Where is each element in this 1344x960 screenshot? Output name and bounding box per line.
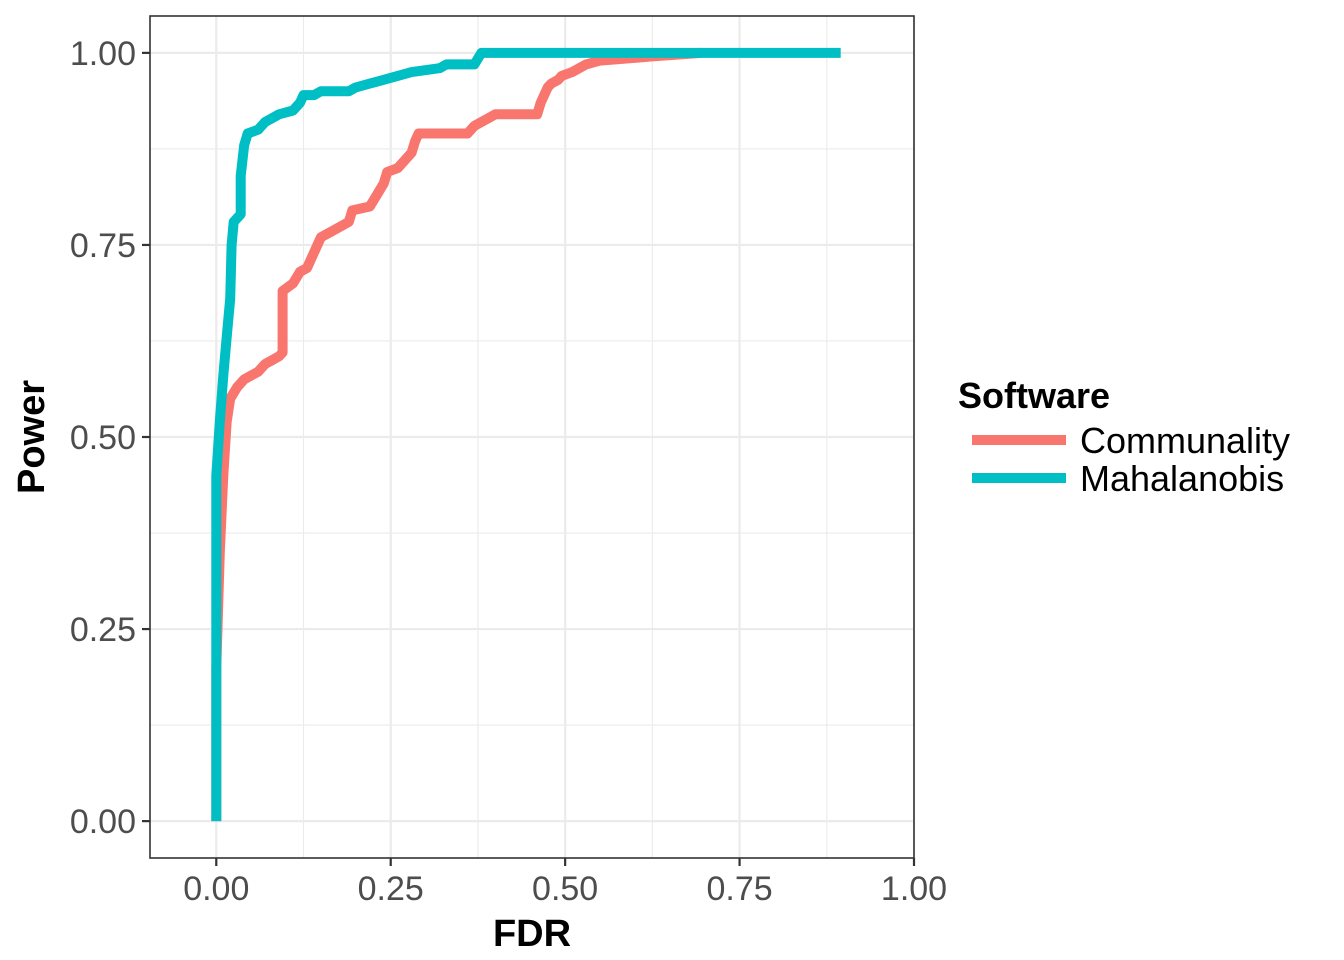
legend-title: Software [958,375,1110,416]
grid-lines [150,16,916,858]
y-tick-label: 0.25 [70,611,136,649]
y-tick-label: 0.50 [70,419,136,457]
legend-label-communality: Communality [1080,420,1290,461]
series-line-mahalanobis [211,47,841,822]
x-axis-title: FDR [493,913,571,955]
x-tick-label: 0.25 [358,870,424,908]
y-tick-label: 0.00 [70,803,136,841]
legend-label-mahalanobis: Mahalanobis [1080,458,1284,499]
y-tick-label: 1.00 [70,35,136,73]
series-line-communality [211,47,702,822]
x-tick-label: 1.00 [881,870,947,908]
axis-ticks: 0.00 0.25 0.50 0.75 1.00 0.00 0.25 0.50 0.75 1.00 [70,35,947,908]
x-tick-label: 0.50 [532,870,598,908]
y-tick-label: 0.75 [70,227,136,265]
series-lines [211,47,841,822]
x-tick-label: 0.75 [706,870,772,908]
x-tick-label: 0.00 [183,870,249,908]
y-axis-title: Power [11,380,53,494]
